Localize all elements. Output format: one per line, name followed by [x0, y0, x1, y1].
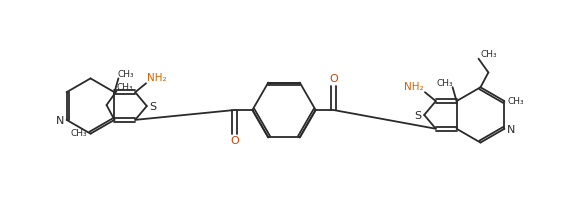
- Text: N: N: [507, 125, 516, 135]
- Text: S: S: [149, 102, 156, 112]
- Text: CH₃: CH₃: [116, 83, 132, 92]
- Text: CH₃: CH₃: [508, 97, 525, 106]
- Text: CH₃: CH₃: [480, 50, 497, 59]
- Text: S: S: [415, 111, 422, 121]
- Text: CH₃: CH₃: [436, 79, 453, 88]
- Text: CH₃: CH₃: [70, 129, 87, 138]
- Text: N: N: [55, 116, 64, 126]
- Text: NH₂: NH₂: [404, 82, 424, 92]
- Text: O: O: [230, 136, 239, 146]
- Text: O: O: [329, 74, 338, 84]
- Text: NH₂: NH₂: [147, 73, 167, 83]
- Text: CH₃: CH₃: [118, 70, 135, 79]
